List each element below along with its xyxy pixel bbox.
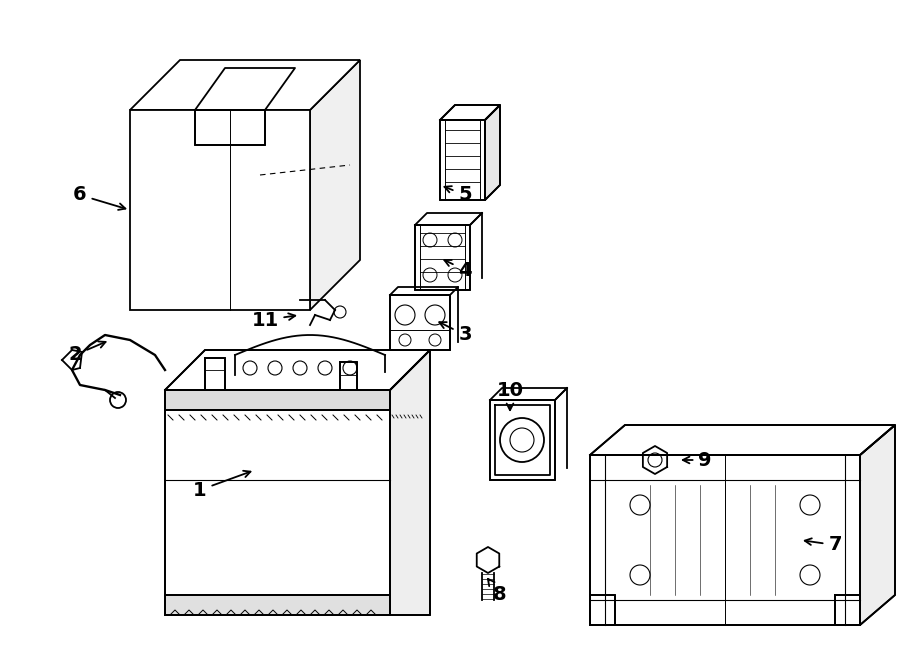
Text: 1: 1	[194, 471, 250, 500]
Polygon shape	[165, 390, 390, 615]
Polygon shape	[485, 105, 500, 200]
Polygon shape	[340, 362, 357, 390]
Polygon shape	[195, 110, 265, 145]
Polygon shape	[835, 595, 860, 625]
Text: 5: 5	[445, 185, 472, 205]
Polygon shape	[860, 425, 895, 625]
Text: 8: 8	[488, 579, 507, 604]
Polygon shape	[415, 225, 470, 290]
Polygon shape	[390, 350, 430, 615]
Text: 9: 9	[683, 451, 712, 469]
Polygon shape	[310, 60, 360, 310]
Text: 6: 6	[73, 185, 125, 210]
Polygon shape	[390, 295, 450, 350]
Polygon shape	[590, 455, 860, 625]
Polygon shape	[205, 358, 225, 390]
Polygon shape	[130, 110, 310, 310]
Polygon shape	[490, 400, 555, 480]
Polygon shape	[440, 105, 500, 120]
Text: 3: 3	[439, 322, 472, 344]
Polygon shape	[165, 390, 390, 410]
Polygon shape	[165, 595, 390, 615]
Polygon shape	[590, 425, 895, 455]
Polygon shape	[590, 595, 615, 625]
Polygon shape	[130, 60, 360, 110]
Text: 11: 11	[251, 310, 295, 330]
Text: 4: 4	[445, 260, 472, 279]
Polygon shape	[165, 350, 430, 390]
Text: 10: 10	[497, 381, 524, 410]
Text: 7: 7	[805, 536, 842, 555]
Text: 2: 2	[68, 342, 105, 365]
Polygon shape	[440, 120, 485, 200]
